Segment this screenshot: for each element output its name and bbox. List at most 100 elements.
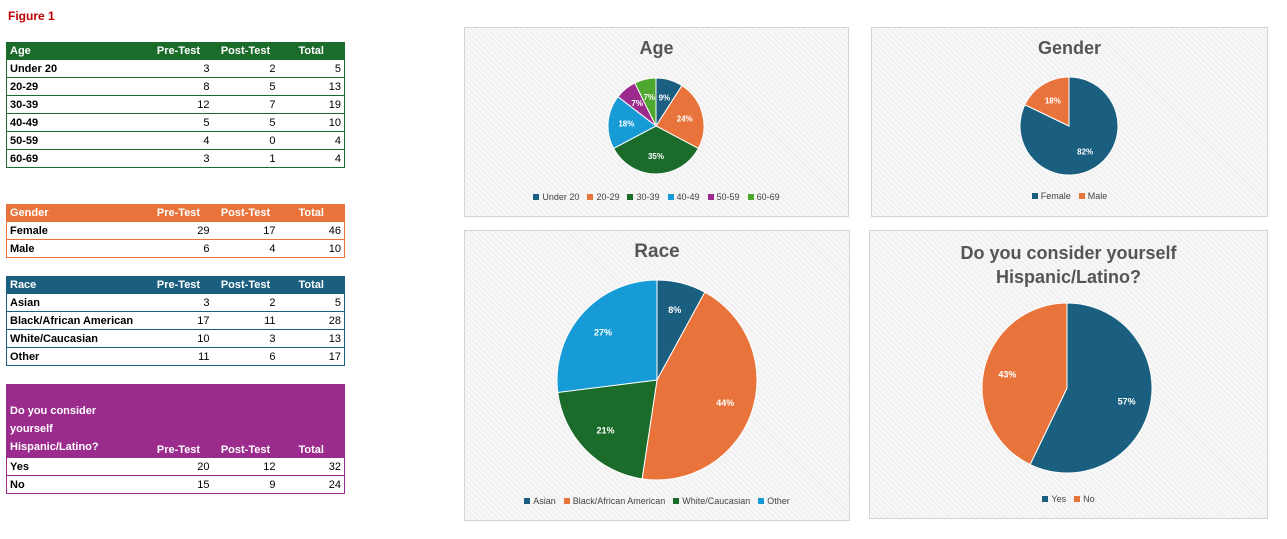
row-label: 60-69	[6, 149, 145, 168]
cell: 1	[212, 149, 279, 168]
data-label-no: 43%	[998, 369, 1016, 379]
data-label-female: 82%	[1077, 148, 1093, 157]
legend-item-female: Female	[1031, 191, 1071, 201]
cell: 29	[144, 222, 213, 240]
header-cell: Post-Test	[212, 276, 279, 294]
chart-legend: Asian Black/African American White/Caucasi…	[465, 496, 849, 506]
cell: 4	[278, 131, 345, 150]
pie-slice-40-49	[607, 95, 657, 150]
pie-slice-other	[556, 279, 658, 393]
cell: 10	[144, 329, 213, 348]
legend-item-20-29: 20-29	[587, 192, 619, 202]
table-row: 50-59 4 0 4	[6, 131, 345, 150]
table-row: Asian 3 2 5	[6, 294, 345, 312]
hispanic-table: Do you consider yourself Hispanic/Latino…	[6, 384, 345, 494]
table-row: Under 20 3 2 5	[6, 60, 345, 78]
cell: 17	[144, 311, 213, 330]
row-label: 20-29	[6, 77, 145, 96]
cell: 6	[144, 239, 213, 258]
header-cell: Race	[6, 276, 145, 294]
header-cell: Post-Test	[212, 204, 279, 222]
legend-swatch	[667, 194, 674, 200]
cell: 4	[278, 149, 345, 168]
cell: 3	[212, 329, 279, 348]
table-header-row: Race Pre-Test Post-Test Total	[6, 276, 345, 294]
row-label: Other	[6, 347, 145, 366]
cell: 5	[278, 60, 345, 78]
legend-item-other: Other	[758, 496, 790, 506]
pie-svg: 8% 44% 21% 27%	[556, 279, 758, 481]
header-cell: Pre-Test	[144, 42, 213, 60]
cell: 3	[144, 149, 213, 168]
pie-slice-20-29	[655, 84, 705, 150]
legend-item-50-59: 50-59	[707, 192, 740, 202]
cell: 3	[144, 60, 213, 78]
table-row: 30-39 12 7 19	[6, 95, 345, 114]
pie-slice-black-african-american	[641, 291, 758, 481]
legend-swatch	[1074, 496, 1081, 502]
cell: 2	[212, 294, 279, 312]
cell: 6	[212, 347, 279, 366]
legend-label: Other	[767, 496, 790, 506]
legend-item-40-49: 40-49	[667, 192, 700, 202]
legend-swatch	[627, 194, 634, 200]
row-label: Black/African American	[6, 311, 145, 330]
table-row: White/Caucasian 10 3 13	[6, 329, 345, 348]
cell: 12	[212, 458, 279, 476]
chart-title: Age	[639, 38, 674, 58]
legend-swatch	[524, 498, 531, 504]
legend-swatch	[747, 194, 754, 200]
pie-svg: 82% 18%	[1019, 76, 1119, 176]
header-cell: Post-Test	[212, 402, 279, 458]
pie-slice-no	[981, 302, 1068, 466]
race-pie-chart: Race 8% 44% 21% 27% Asian Black/African Amer…	[464, 230, 850, 521]
cell: 10	[278, 113, 345, 132]
row-label: 50-59	[6, 131, 145, 150]
pie-slice-male	[1024, 76, 1070, 127]
row-label: 30-39	[6, 95, 145, 114]
data-label-asian: 8%	[668, 305, 681, 315]
row-label: Under 20	[6, 60, 145, 78]
gender-table: Gender Pre-Test Post-Test Total Female 29…	[6, 204, 345, 258]
legend-label: 40-49	[676, 192, 700, 202]
cell: 13	[278, 77, 345, 96]
legend-swatch	[563, 498, 570, 504]
pie-svg: 9% 24% 35% 18% 7%7%	[607, 77, 705, 175]
table-row: 20-29 8 5 13	[6, 77, 345, 96]
data-label-40-49: 18%	[618, 119, 634, 128]
legend-swatch	[758, 498, 765, 504]
header-cell: Post-Test	[212, 42, 279, 60]
legend-label: Asian	[533, 496, 556, 506]
legend-swatch	[533, 194, 540, 200]
cell: 11	[144, 347, 213, 366]
header-cell: Pre-Test	[144, 276, 213, 294]
legend-label: 30-39	[636, 192, 660, 202]
data-label-30-39: 35%	[648, 152, 664, 161]
legend-swatch	[587, 194, 594, 200]
row-label: Male	[6, 239, 145, 258]
pie-slice-yes	[1029, 302, 1153, 474]
pie-svg: 57% 43%	[981, 302, 1153, 474]
age-pie-chart: Age 9% 24% 35% 18% 7% 7% Under 20 20-29 30-39 40…	[464, 27, 849, 217]
table-header-row: Do you consider yourself Hispanic/Latino…	[6, 402, 345, 458]
cell: 5	[212, 113, 279, 132]
cell: 9	[212, 475, 279, 494]
legend-swatch	[1042, 496, 1049, 502]
header-cell: Total	[278, 402, 345, 458]
cell: 28	[278, 311, 345, 330]
legend-swatch	[707, 194, 714, 200]
cell: 15	[144, 475, 213, 494]
figure-title: Figure 1	[8, 9, 55, 23]
hispanic-pie-chart: Do you consider yourself Hispanic/Latino…	[869, 230, 1268, 519]
data-label-20-29: 24%	[677, 114, 693, 123]
row-label: Asian	[6, 294, 145, 312]
row-label: No	[6, 475, 145, 494]
cell: 10	[278, 239, 345, 258]
legend-label: 20-29	[596, 192, 620, 202]
legend-item-yes: Yes	[1042, 494, 1066, 504]
chart-title: Do you consider yourself Hispanic/Latino…	[870, 241, 1267, 289]
data-label-under-20: 9%	[659, 93, 671, 102]
header-cell: Age	[6, 42, 145, 60]
cell: 17	[278, 347, 345, 366]
table-row: 60-69 3 1 4	[6, 149, 345, 168]
